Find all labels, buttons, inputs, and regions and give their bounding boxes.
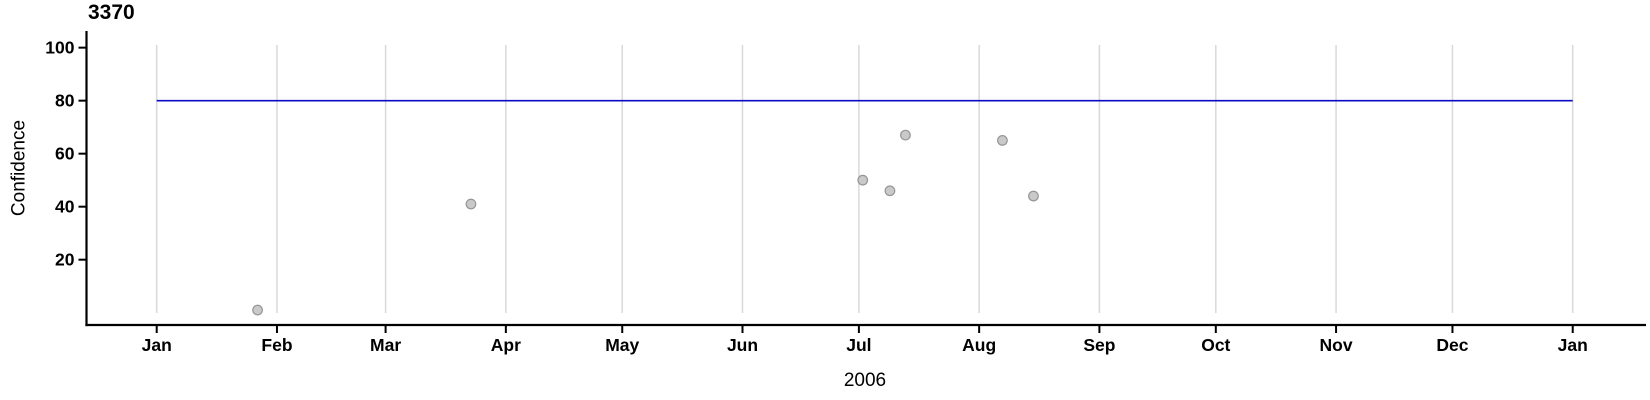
x-tick-label: Feb — [261, 335, 292, 355]
y-tick-label: 100 — [45, 38, 74, 58]
data-point — [1028, 190, 1039, 202]
x-tick-label: Jul — [846, 335, 871, 355]
x-tick-label: May — [605, 335, 639, 355]
x-axis-title: 2006 — [843, 370, 887, 391]
data-point — [465, 198, 477, 210]
chart-title: 3370 — [88, 1, 135, 24]
x-tick-label: Mar — [370, 335, 401, 355]
data-point — [252, 304, 263, 316]
data-point — [884, 185, 896, 197]
data-point — [857, 174, 869, 186]
x-tick-label: Aug — [962, 335, 996, 355]
x-tick-label: Apr — [491, 335, 521, 355]
x-tick-label: Jan — [1558, 335, 1588, 355]
x-tick-label: Oct — [1201, 335, 1230, 355]
x-tick-label: Jan — [142, 335, 172, 355]
y-tick-label: 60 — [55, 144, 75, 164]
y-tick-label: 40 — [55, 197, 75, 217]
data-point — [900, 129, 911, 141]
x-tick-label: Sep — [1083, 335, 1115, 355]
x-tick-label: Nov — [1320, 335, 1353, 355]
y-tick-label: 20 — [55, 250, 75, 270]
data-point — [997, 135, 1008, 146]
y-tick-label: 80 — [55, 91, 75, 111]
x-tick-label: Jun — [727, 335, 758, 355]
x-tick-label: Dec — [1436, 335, 1468, 355]
